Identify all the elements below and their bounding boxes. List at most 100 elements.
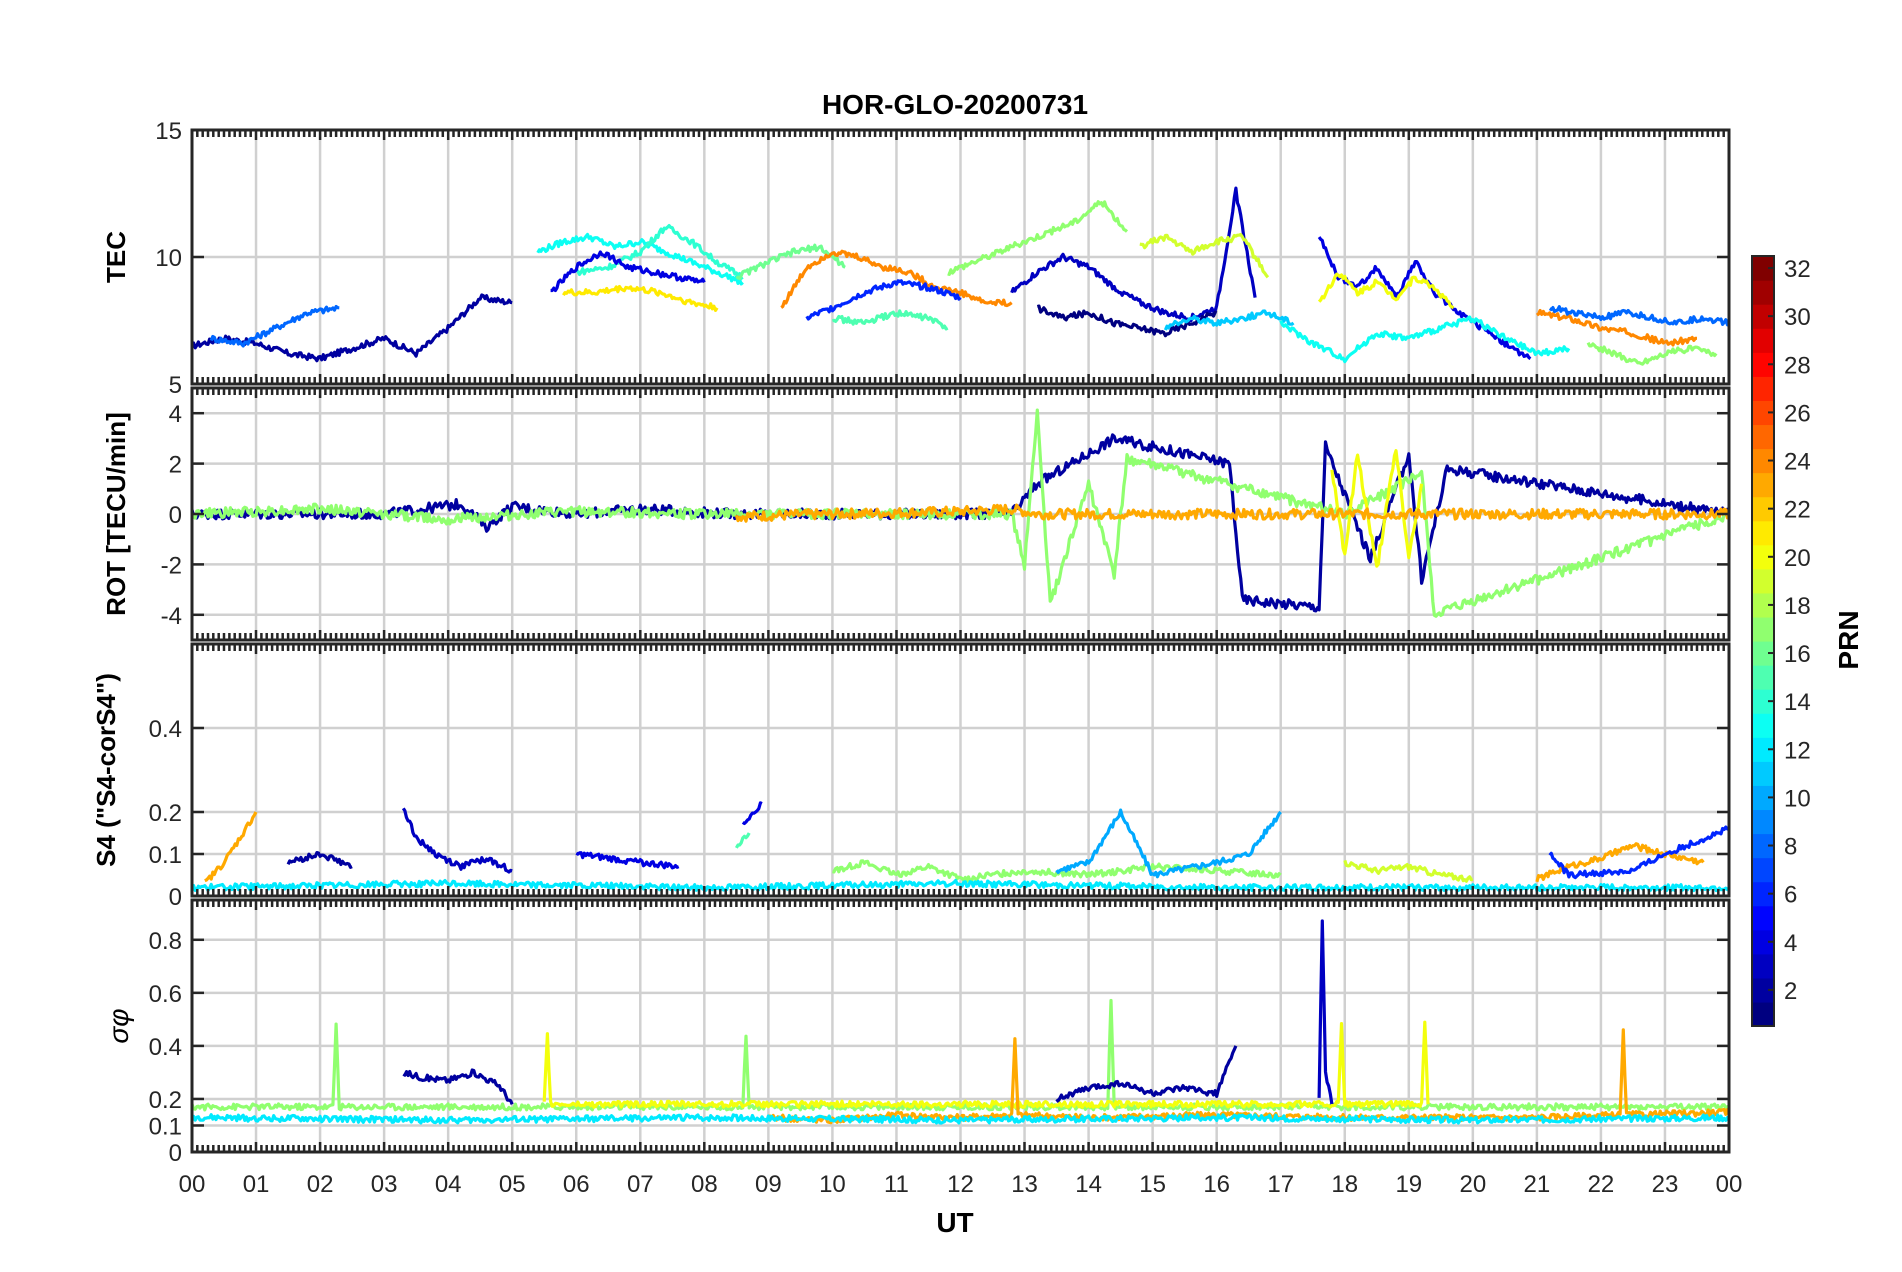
colorbar-segment [1752, 568, 1774, 594]
x-minor-ticks [190, 130, 1731, 384]
colorbar-segment [1752, 977, 1774, 1003]
y-tick-label: 0.2 [149, 800, 182, 827]
series-group [192, 801, 1729, 893]
x-tick-label: 17 [1267, 1171, 1294, 1198]
x-tick-label: 01 [243, 1171, 270, 1198]
y-tick-label: 0 [169, 884, 182, 911]
colorbar-segment [1752, 592, 1774, 618]
data-series-prn-12 [192, 878, 1729, 893]
colorbar-segment [1752, 616, 1774, 642]
data-series-prn-15 [831, 309, 949, 331]
data-series-prn-13 [536, 232, 744, 286]
x-tick-label: 13 [1011, 1171, 1038, 1198]
y-tick-label: 0.1 [149, 842, 182, 869]
colorbar-segment [1752, 520, 1774, 546]
y-tick-label: -2 [161, 552, 182, 579]
data-series-prn-23 [734, 503, 1729, 523]
x-axis: 00 01 02 03 04 05 06 07 08 09 10 11 12 13 14 15 16 17 18 19… [179, 1171, 1743, 1198]
colorbar-segment [1752, 472, 1774, 498]
colorbar-tick-label: 24 [1784, 449, 1811, 476]
x-tick-label: 23 [1652, 1171, 1679, 1198]
x-tick-label: 20 [1459, 1171, 1486, 1198]
y-tick-label: 0 [169, 502, 182, 529]
x-tick-label: 14 [1075, 1171, 1102, 1198]
x-tick-label: 07 [627, 1171, 654, 1198]
data-series-prn-2 [402, 1068, 514, 1105]
colorbar-tick-label: 26 [1784, 400, 1811, 427]
x-tick-label: 03 [371, 1171, 398, 1198]
colorbar-tick-label: 6 [1784, 882, 1797, 909]
data-series-prn-8 [209, 304, 340, 348]
x-tick-label: 02 [307, 1171, 334, 1198]
y-tick-label: 0.2 [149, 1087, 182, 1114]
data-series-prn-2 [1055, 1045, 1238, 1103]
x-tick-label: 06 [563, 1171, 590, 1198]
x-tick-label: 18 [1331, 1171, 1358, 1198]
data-series-prn-23 [204, 811, 258, 883]
data-series-prn-19 [1343, 859, 1474, 883]
data-series-prn-3 [1317, 919, 1334, 1105]
figure-title: HOR-GLO-20200731 [822, 89, 1088, 120]
panel-sigma-phi: 00.10.2 0.4 0.6 0.8 σφ [103, 898, 1731, 1167]
y-axis-label: σφ [103, 1008, 134, 1043]
colorbar-segment [1752, 280, 1774, 305]
x-minor-ticks [190, 388, 1731, 640]
colorbar-tick-label: 16 [1784, 641, 1811, 668]
data-series-prn-10 [1055, 808, 1282, 879]
colorbar-tick-label: 32 [1784, 256, 1811, 283]
data-series-prn-12 [192, 1113, 1729, 1125]
data-series-prn-17 [947, 200, 1129, 276]
colorbar-segment [1752, 328, 1774, 353]
colorbar-tick-label: 20 [1784, 545, 1811, 572]
panel-s4: 0 0.1 0.2 0.4 S4 ("S4-corS4") [91, 642, 1731, 911]
data-series-prn-17 [1586, 341, 1718, 366]
x-tick-label: 04 [435, 1171, 462, 1198]
x-tick-label: 00 [179, 1171, 206, 1198]
data-series-prn-15 [734, 832, 751, 849]
y-tick-label: 0.6 [149, 981, 182, 1008]
colorbar-segment [1752, 400, 1774, 426]
data-series-prn-13 [1279, 315, 1571, 364]
x-tick-label: 19 [1395, 1171, 1422, 1198]
data-series-prn-2 [286, 851, 353, 869]
data-series-prn-6 [1548, 825, 1729, 880]
colorbar-segment [1752, 929, 1774, 955]
colorbar-segment [1752, 857, 1774, 883]
colorbar-label: PRN [1833, 610, 1864, 669]
data-series-prn-8 [1548, 305, 1729, 327]
data-series-prn-4 [575, 851, 680, 870]
x-tick-label: 09 [755, 1171, 782, 1198]
x-tick-label: 08 [691, 1171, 718, 1198]
data-series-prn-20 [1330, 449, 1424, 568]
data-series-prn-21 [562, 284, 719, 312]
series-group [192, 408, 1729, 618]
y-tick-label: 0.8 [149, 928, 182, 955]
x-axis-label: UT [936, 1207, 973, 1238]
x-tick-label: 05 [499, 1171, 526, 1198]
data-series-prn-4 [550, 250, 706, 293]
y-tick-label: 4 [169, 401, 182, 428]
colorbar-segment [1752, 881, 1774, 907]
x-tick-label: 15 [1139, 1171, 1166, 1198]
colorbar-segment [1752, 496, 1774, 522]
colorbar-segment [1752, 665, 1774, 690]
colorbar-tick-label: 10 [1784, 785, 1811, 812]
y-tick-label: 0 [169, 1140, 182, 1167]
colorbar-segment [1752, 785, 1774, 811]
y-tick-label: 10 [155, 245, 182, 272]
x-tick-label: 10 [819, 1171, 846, 1198]
y-tick-label: 15 [155, 118, 182, 145]
colorbar-tick-label: 14 [1784, 689, 1811, 716]
series-group [192, 919, 1729, 1125]
colorbar-segment [1752, 448, 1774, 474]
colorbar-segment [1752, 544, 1774, 570]
colorbar-segment [1752, 761, 1774, 786]
data-series-prn-14 [575, 224, 744, 280]
x-tick-label: 21 [1524, 1171, 1551, 1198]
colorbar-segment [1752, 905, 1774, 931]
colorbar-segment [1752, 953, 1774, 979]
colorbar-tick-label: 18 [1784, 593, 1811, 620]
panel-rot: -4 -2 0 2 4 ROT [TECU/min] [101, 386, 1731, 642]
colorbar-frame [1751, 255, 1775, 1027]
